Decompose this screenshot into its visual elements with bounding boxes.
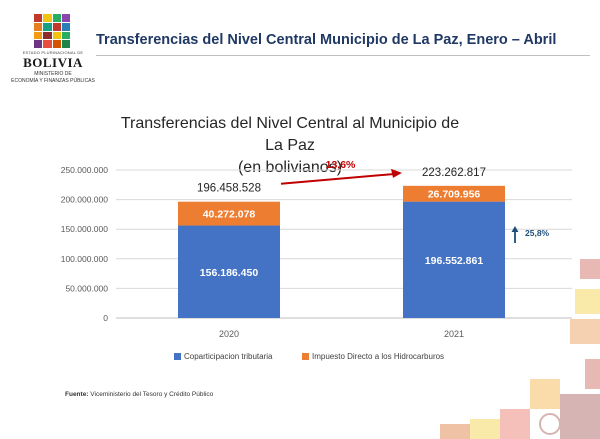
source-label: Fuente: [65, 391, 89, 398]
logo-emblem [34, 14, 70, 48]
y-tick-label: 200.000.000 [61, 195, 109, 205]
total-label: 223.262.817 [422, 167, 486, 179]
total-label: 196.458.528 [197, 183, 261, 195]
chart-title: Transferencias del Nivel Central al Muni… [120, 115, 460, 154]
y-tick-label: 100.000.000 [61, 254, 109, 264]
title-divider [96, 55, 590, 56]
legend-swatch [302, 353, 309, 360]
data-label: 196.552.861 [425, 255, 484, 267]
logo-ministry-line2: ECONOMÍA Y FINANZAS PÚBLICAS [11, 78, 95, 84]
source-text: Viceministerio del Tesoro y Crédito Públ… [90, 391, 214, 398]
data-label: 156.186.450 [200, 267, 259, 279]
bar-segment [403, 201, 505, 318]
ministry-logo: ESTADO PLURINACIONAL DE BOLIVIA MINISTER… [6, 8, 98, 88]
decorative-pattern [440, 259, 600, 439]
coparticipacion-arrow-head [511, 226, 519, 232]
logo-ministry-line1: MINISTERIO DE [34, 71, 72, 77]
x-tick-label: 2021 [444, 329, 464, 339]
growth-arrow-head [391, 168, 402, 178]
page-title: Transferencias del Nivel Central Municip… [96, 32, 557, 48]
data-label: 40.272.078 [203, 209, 256, 221]
chart-title-block: Transferencias del Nivel Central al Muni… [110, 113, 470, 179]
data-label: 26.709.956 [428, 189, 481, 201]
chart-subtitle: (en bolivianos) [237, 159, 343, 176]
legend-label: Coparticipacion tributaria [184, 352, 273, 361]
source-note: Fuente: Viceministerio del Tesoro y Créd… [65, 391, 213, 398]
bar-segment [178, 201, 280, 226]
coparticipacion-growth-label: 25,8% [525, 228, 550, 238]
logo-state-text: ESTADO PLURINACIONAL DE [22, 50, 84, 55]
x-tick-label: 2020 [219, 329, 239, 339]
total-growth-label: 13,6% [326, 159, 356, 171]
stacked-bar-chart: 0 50.000.000 100.000.000 150.000.000 200.000… [61, 159, 572, 361]
legend-swatch [174, 353, 181, 360]
growth-arrow-line [280, 172, 397, 185]
legend-label: Impuesto Directo a los Hidrocarburos [312, 352, 444, 361]
y-tick-label: 150.000.000 [61, 224, 109, 234]
logo-name: BOLIVIA [23, 55, 83, 70]
bar-segment [403, 185, 505, 202]
y-tick-label: 250.000.000 [61, 165, 109, 175]
bar-segment [178, 225, 280, 318]
y-tick-label: 0 [103, 313, 108, 323]
y-tick-label: 50.000.000 [65, 283, 108, 293]
